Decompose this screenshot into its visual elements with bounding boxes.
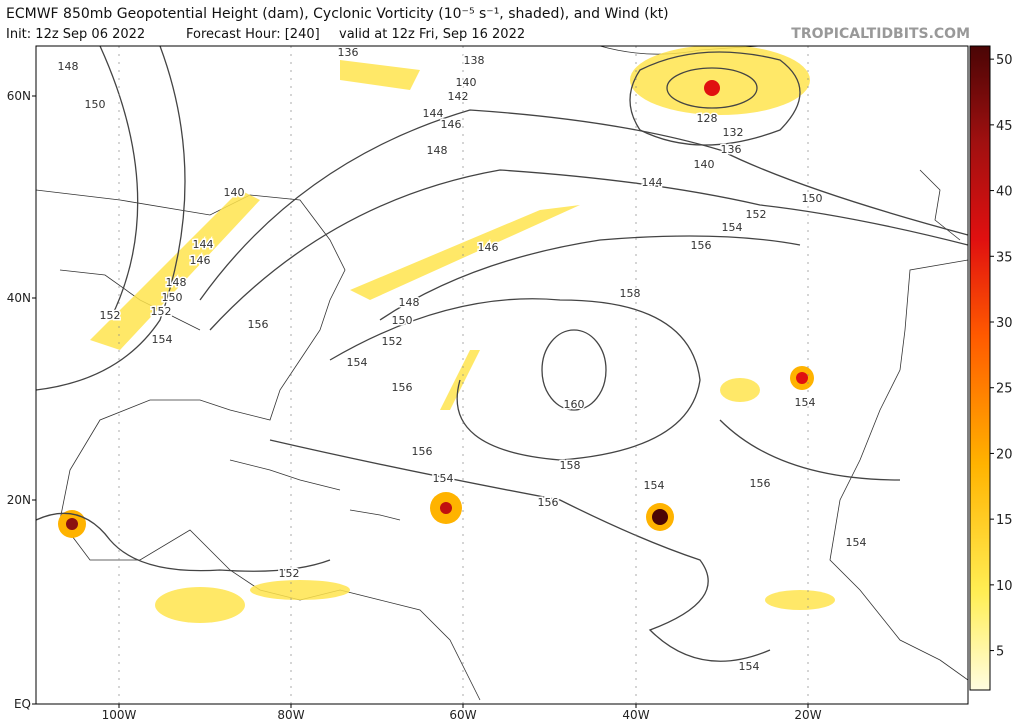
contour-label: 154	[644, 479, 665, 492]
contour-label: 154	[347, 356, 368, 369]
contour-label: 152	[151, 305, 172, 318]
contour-label: 156	[248, 318, 269, 331]
contour-label: 146	[478, 241, 499, 254]
contour-label: 144	[423, 107, 444, 120]
colorbar-label: 50	[996, 53, 1013, 68]
contour-label: 144	[642, 176, 663, 189]
colorbar-label: 25	[996, 382, 1013, 397]
contour-label: 154	[739, 660, 760, 673]
contour-label: 140	[694, 158, 715, 171]
contour-label: 154	[846, 536, 867, 549]
colorbar-label: 30	[996, 316, 1013, 331]
lat-label: 20N	[7, 493, 31, 507]
map-frame	[35, 45, 969, 705]
contour-label: 144	[193, 238, 214, 251]
init: Init: 12z Sep 06 2022	[6, 27, 145, 42]
cyclones	[58, 80, 814, 538]
contour-label: 152	[746, 208, 767, 221]
contour-label: 140	[456, 76, 477, 89]
colorbar: 5 10 15 20 25 30 35 40 45 50	[969, 45, 1013, 691]
height-contours	[36, 46, 968, 662]
contour-label: 150	[392, 314, 413, 327]
lat-label: 40N	[7, 291, 31, 305]
lon-label: 60W	[449, 708, 476, 722]
contour-label: 150	[162, 291, 183, 304]
contour-label: 140	[224, 186, 245, 199]
contour-label: 132	[723, 126, 744, 139]
contour-label: 152	[382, 335, 403, 348]
contour-label: 158	[560, 459, 581, 472]
contour-label: 146	[441, 118, 462, 131]
contour-label: 156	[412, 445, 433, 458]
colorbar-label: 35	[996, 250, 1013, 265]
contour-label: 128	[697, 112, 718, 125]
contour-label: 146	[190, 254, 211, 267]
title: ECMWF 850mb Geopotential Height (dam), C…	[6, 6, 669, 22]
axes: 60N 40N 20N EQ 100W 80W 60W 40W 20W	[7, 89, 822, 722]
contour-labels: 1361381401421441461481501481401441461481…	[56, 46, 868, 675]
grid	[118, 46, 809, 704]
contour-label: 156	[750, 477, 771, 490]
contour-label: 150	[802, 192, 823, 205]
contour-label: 148	[58, 60, 79, 73]
forecast-hour: Forecast Hour: [240]	[186, 27, 320, 42]
colorbar-label: 5	[996, 645, 1004, 660]
colorbar-label: 40	[996, 185, 1013, 200]
contour-label: 154	[152, 333, 173, 346]
contour-label: 160	[564, 398, 585, 411]
contour-label: 154	[433, 472, 454, 485]
contour-label: 154	[722, 221, 743, 234]
contour-label: 136	[338, 46, 359, 59]
contour-label: 152	[279, 567, 300, 580]
contour-label: 154	[795, 396, 816, 409]
contour-label: 150	[85, 98, 106, 111]
contour-label: 142	[448, 90, 469, 103]
colorbar-label: 20	[996, 447, 1013, 462]
contour-label: 158	[620, 287, 641, 300]
colorbar-label: 10	[996, 579, 1013, 594]
lon-label: 40W	[622, 708, 649, 722]
colorbar-label: 45	[996, 119, 1013, 134]
lon-label: 20W	[794, 708, 821, 722]
map: 1361381401421441461481501481401441461481…	[36, 46, 968, 704]
contour-label: 148	[166, 276, 187, 289]
contour-label: 136	[721, 143, 742, 156]
contour-label: 156	[538, 496, 559, 509]
contour-label: 148	[399, 296, 420, 309]
lat-label: 60N	[7, 89, 31, 103]
colorbar-ramp	[969, 45, 991, 691]
colorbar-label: 15	[996, 513, 1013, 528]
contour-label: 138	[464, 54, 485, 67]
valid-time: valid at 12z Fri, Sep 16 2022	[339, 27, 525, 42]
contour-label: 156	[691, 239, 712, 252]
contour-label: 156	[392, 381, 413, 394]
lat-label: EQ	[14, 697, 31, 711]
contour-label: 148	[427, 144, 448, 157]
site: TROPICALTIDBITS.COM	[791, 26, 970, 42]
contour-label: 152	[100, 309, 121, 322]
lon-label: 80W	[277, 708, 304, 722]
lon-label: 100W	[102, 708, 137, 722]
